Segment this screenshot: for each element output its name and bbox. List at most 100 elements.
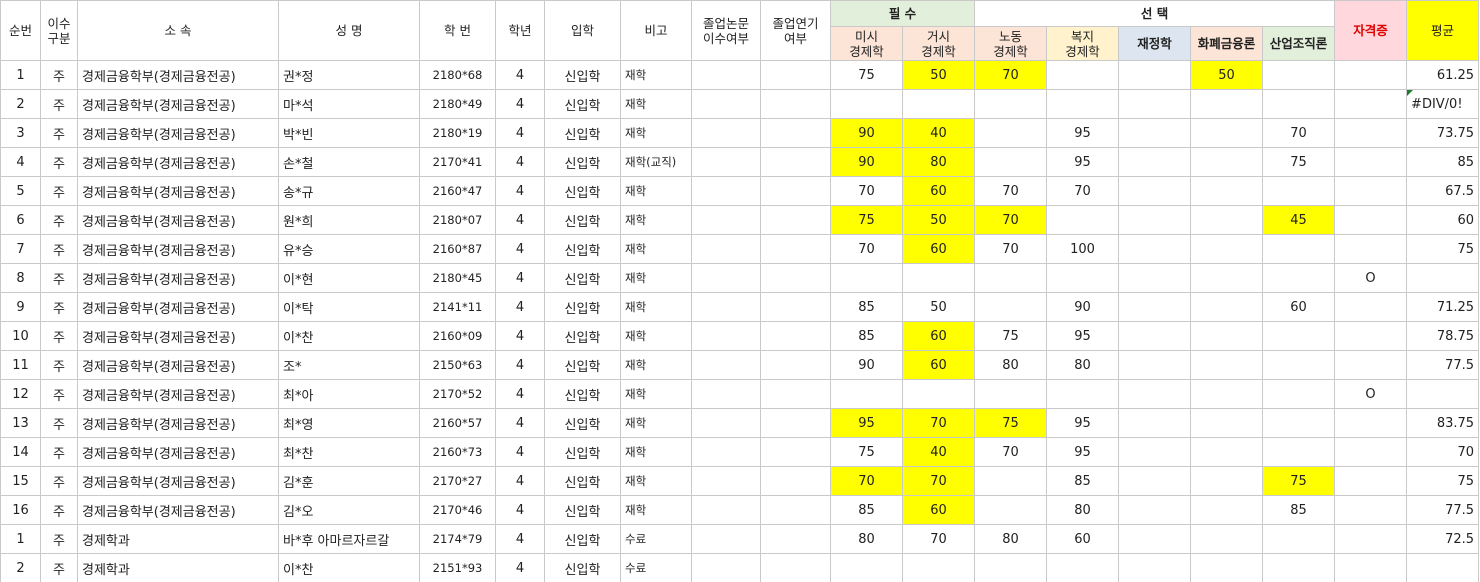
cell: 85 xyxy=(830,321,903,351)
cell: 박*빈 xyxy=(278,118,420,148)
cell xyxy=(1262,437,1336,467)
cell: 2180*07 xyxy=(419,205,496,235)
column-header: 소 속 xyxy=(77,0,279,61)
cell: 70 xyxy=(974,234,1048,264)
cell: 경제금융학부(경제금융전공) xyxy=(77,379,279,409)
cell xyxy=(1118,408,1192,438)
cell xyxy=(1190,205,1264,235)
cell: 권*정 xyxy=(278,60,420,90)
cell: 재학 xyxy=(620,408,692,438)
cell xyxy=(1118,350,1192,380)
cell: 2 xyxy=(0,553,41,582)
cell xyxy=(974,292,1048,322)
cell: 경제금융학부(경제금융전공) xyxy=(77,437,279,467)
cell: 2180*68 xyxy=(419,60,496,90)
cell xyxy=(830,89,903,119)
cell xyxy=(1262,234,1336,264)
cell: 67.5 xyxy=(1406,176,1480,206)
cell: 4 xyxy=(495,147,545,177)
cell: 재학 xyxy=(620,234,692,264)
row: 1 주 경제학과 바*후 아마르자르갈 2174*79 4 신입학 수료 80 70 80 60 72.… xyxy=(0,524,1480,554)
cell: 15 xyxy=(0,466,41,496)
cell xyxy=(760,60,831,90)
cell: 송*규 xyxy=(278,176,420,206)
cell xyxy=(830,379,903,409)
cell xyxy=(1406,263,1480,293)
cell xyxy=(760,263,831,293)
cell: 주 xyxy=(40,60,78,90)
cell xyxy=(1190,89,1264,119)
cell: 주 xyxy=(40,379,78,409)
cell xyxy=(1262,60,1336,90)
cell xyxy=(1046,553,1120,582)
cell xyxy=(1046,89,1120,119)
cell xyxy=(1262,408,1336,438)
cell: 50 xyxy=(901,292,976,322)
cell xyxy=(691,321,761,351)
cell: 70 xyxy=(974,60,1048,90)
cell xyxy=(760,147,831,177)
cell: 80 xyxy=(974,524,1048,554)
cell xyxy=(1334,553,1408,582)
cell xyxy=(1046,263,1120,293)
cell xyxy=(901,553,976,582)
cell: 4 xyxy=(0,147,41,177)
cell xyxy=(1118,60,1192,90)
cell xyxy=(974,379,1048,409)
cell xyxy=(901,263,976,293)
column-header: 평균 xyxy=(1406,0,1480,61)
cell xyxy=(1262,553,1336,582)
cell: 주 xyxy=(40,147,78,177)
cell: 83.75 xyxy=(1406,408,1480,438)
cell: 7 xyxy=(0,234,41,264)
cell: 2141*11 xyxy=(419,292,496,322)
cell: O xyxy=(1334,379,1408,409)
cell xyxy=(691,147,761,177)
cell: 2151*93 xyxy=(419,553,496,582)
cell: 78.75 xyxy=(1406,321,1480,351)
cell: 재학 xyxy=(620,321,692,351)
cell: 60 xyxy=(901,234,976,264)
cell xyxy=(1190,118,1264,148)
cell xyxy=(1190,263,1264,293)
cell xyxy=(1118,89,1192,119)
row: 2 주 경제학과 이*찬 2151*93 4 신입학 수료 xyxy=(0,553,1480,582)
cell: 12 xyxy=(0,379,41,409)
cell: 85 xyxy=(1046,466,1120,496)
cell xyxy=(1118,379,1192,409)
cell xyxy=(691,89,761,119)
cell xyxy=(974,495,1048,525)
row: 16 주 경제금융학부(경제금융전공) 김*오 2170*46 4 신입학 재학 85 60 80 8… xyxy=(0,495,1480,525)
cell: 재학 xyxy=(620,89,692,119)
cell: 4 xyxy=(495,466,545,496)
cell: 4 xyxy=(495,379,545,409)
cell xyxy=(974,147,1048,177)
cell: 재학 xyxy=(620,263,692,293)
cell xyxy=(1334,495,1408,525)
cell: 72.5 xyxy=(1406,524,1480,554)
cell: 75 xyxy=(830,60,903,90)
cell: 주 xyxy=(40,553,78,582)
cell: 80 xyxy=(974,350,1048,380)
cell: 75 xyxy=(974,321,1048,351)
cell: 신입학 xyxy=(544,553,621,582)
cell: 신입학 xyxy=(544,408,621,438)
cell: 경제금융학부(경제금융전공) xyxy=(77,495,279,525)
cell: 95 xyxy=(1046,118,1120,148)
cell: 70 xyxy=(1046,176,1120,206)
row: 15 주 경제금융학부(경제금융전공) 김*훈 2170*27 4 신입학 재학 70 70 85 7… xyxy=(0,466,1480,496)
cell: 주 xyxy=(40,321,78,351)
cell xyxy=(760,495,831,525)
cell: 40 xyxy=(901,118,976,148)
cell xyxy=(1334,205,1408,235)
cell xyxy=(760,350,831,380)
cell: 70 xyxy=(901,466,976,496)
cell xyxy=(1334,89,1408,119)
cell xyxy=(1262,176,1336,206)
cell: 경제금융학부(경제금융전공) xyxy=(77,321,279,351)
cell xyxy=(1190,321,1264,351)
cell: 신입학 xyxy=(544,89,621,119)
cell xyxy=(1190,437,1264,467)
cell: 50 xyxy=(901,60,976,90)
cell: 11 xyxy=(0,350,41,380)
